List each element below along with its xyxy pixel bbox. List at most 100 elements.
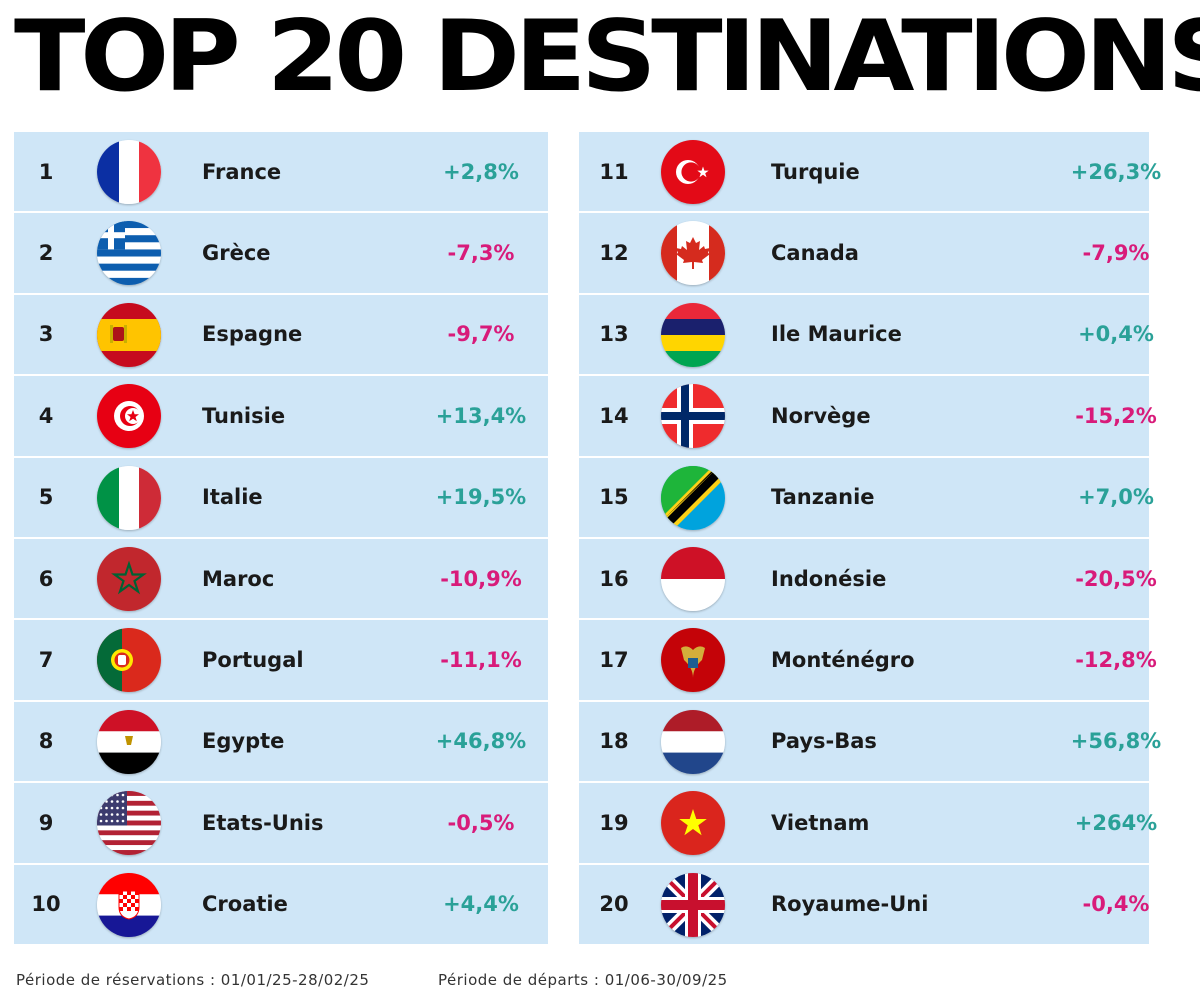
flag-croatia-icon <box>97 872 161 937</box>
rank-number: 7 <box>38 648 54 673</box>
change-value-espagne: -9,7% <box>447 322 515 347</box>
flag-tanzania-icon <box>661 465 725 530</box>
flag-montenegro-icon <box>661 628 725 693</box>
change-value-royaume-uni: -0,4% <box>1082 892 1150 917</box>
country-name-maroc: Maroc <box>202 566 275 591</box>
flag-usa-icon <box>97 791 161 856</box>
table-row: 12 Canada -7,9% <box>579 213 1149 295</box>
country-name-espagne: Espagne <box>202 322 303 347</box>
country-name-royaume-uni: Royaume-Uni <box>771 892 929 917</box>
change-value-france: +2,8% <box>443 159 519 184</box>
table-row: 1 France +2,8% <box>14 132 548 214</box>
change-value-etats-unis: -0,5% <box>447 810 515 835</box>
change-value-maroc: -10,9% <box>440 566 522 591</box>
table-row: 3 Espagne -9,7% <box>14 294 548 377</box>
flag-vietnam-icon <box>661 791 725 856</box>
flag-norway-icon <box>661 384 725 449</box>
change-value-ile-maurice: +0,4% <box>1078 322 1154 347</box>
rank-number: 6 <box>38 566 54 591</box>
table-row: 14 Norvège -15,2% <box>579 376 1157 458</box>
country-name-tunisie: Tunisie <box>202 403 286 428</box>
flag-turkey-icon <box>661 140 725 204</box>
change-value-turquie: +26,3% <box>1070 159 1162 184</box>
rank-number: 10 <box>31 892 61 917</box>
table-row: 15 Tanzanie +7,0% <box>579 457 1154 539</box>
table-row: 6 Maroc -10,9% <box>14 538 548 621</box>
table-row: 2 Grèce -7,3% <box>14 213 548 295</box>
table-row: 5 Italie +19,5% <box>14 457 548 539</box>
table-row: 9 Etats-Unis -0,5% <box>14 783 548 865</box>
rank-number: 3 <box>38 322 54 347</box>
rank-number: 13 <box>599 322 629 347</box>
rank-number: 11 <box>599 159 629 184</box>
flag-egypt-icon <box>97 709 161 774</box>
rank-number: 12 <box>599 241 629 266</box>
table-row: 8 Egypte +46,8% <box>14 701 548 784</box>
rank-number: 20 <box>599 892 629 917</box>
country-name-egypte: Egypte <box>202 729 285 754</box>
flag-italy-icon <box>97 465 161 530</box>
table-row: 13 Ile Maurice +0,4% <box>579 294 1154 377</box>
table-row: 19 Vietnam +264% <box>579 783 1157 865</box>
country-name-portugal: Portugal <box>202 648 304 673</box>
change-value-canada: -7,9% <box>1082 241 1150 266</box>
change-value-tanzanie: +7,0% <box>1078 485 1154 510</box>
rank-number: 4 <box>38 403 54 428</box>
country-name-france: France <box>202 159 282 184</box>
flag-canada-icon <box>661 221 725 286</box>
change-value-pays-bas: +56,8% <box>1070 729 1162 754</box>
change-value-vietnam: +264% <box>1074 810 1158 835</box>
flag-uk-icon <box>661 872 725 937</box>
table-row: 18 Pays-Bas +56,8% <box>579 701 1161 784</box>
change-value-grece: -7,3% <box>447 241 515 266</box>
country-name-canada: Canada <box>771 241 859 266</box>
flag-indonesia-icon <box>661 546 725 611</box>
flag-greece-icon <box>97 221 161 286</box>
flag-portugal-icon <box>97 628 161 693</box>
flag-tunisia-icon <box>97 384 161 449</box>
rank-number: 18 <box>599 729 629 754</box>
table-row: 11 Turquie +26,3% <box>579 132 1161 214</box>
flag-spain-icon <box>97 302 161 367</box>
change-value-croatie: +4,4% <box>443 892 519 917</box>
rank-number: 2 <box>38 241 54 266</box>
rank-number: 19 <box>599 810 629 835</box>
country-name-vietnam: Vietnam <box>771 810 870 835</box>
rank-number: 14 <box>599 403 629 428</box>
change-value-montenegro: -12,8% <box>1075 648 1157 673</box>
country-name-grece: Grèce <box>202 241 271 266</box>
country-name-etats-unis: Etats-Unis <box>202 810 324 835</box>
ranking-column-left: 1 France +2,8% 2 Grèce -7,3% 3 Espagne -9,7% 4 Tun… <box>14 132 548 946</box>
rank-number: 15 <box>599 485 629 510</box>
rank-number: 17 <box>599 648 629 673</box>
rank-number: 8 <box>38 729 54 754</box>
change-value-indonesie: -20,5% <box>1075 566 1157 591</box>
flag-mauritius-icon <box>661 302 725 367</box>
change-value-tunisie: +13,4% <box>435 403 527 428</box>
country-name-tanzanie: Tanzanie <box>771 485 875 510</box>
change-value-italie: +19,5% <box>435 485 527 510</box>
flag-morocco-icon <box>97 546 161 611</box>
rank-number: 5 <box>38 485 54 510</box>
table-row: 20 Royaume-Uni -0,4% <box>579 864 1149 946</box>
booking-period-note: Période de réservations : 01/01/25-28/02… <box>16 971 370 989</box>
country-name-italie: Italie <box>202 485 263 510</box>
country-name-indonesie: Indonésie <box>771 566 887 591</box>
country-name-pays-bas: Pays-Bas <box>771 729 877 754</box>
change-value-norvege: -15,2% <box>1075 403 1157 428</box>
country-name-norvege: Norvège <box>771 403 871 428</box>
change-value-portugal: -11,1% <box>440 648 522 673</box>
table-row: 10 Croatie +4,4% <box>14 864 548 946</box>
flag-netherlands-icon <box>661 709 725 774</box>
rank-number: 16 <box>599 566 629 591</box>
country-name-ile-maurice: Ile Maurice <box>771 322 902 347</box>
rank-number: 1 <box>38 159 54 184</box>
table-row: 17 Monténégro -12,8% <box>579 620 1157 702</box>
table-row: 7 Portugal -11,1% <box>14 620 548 702</box>
flag-france-icon <box>97 140 161 204</box>
table-row: 4 Tunisie +13,4% <box>14 376 548 458</box>
ranking-column-right: 11 Turquie +26,3% 12 Canada -7,9% 13 Ile Mauric… <box>579 132 1161 946</box>
country-name-turquie: Turquie <box>771 159 860 184</box>
departure-period-note: Période de départs : 01/06-30/09/25 <box>438 971 728 989</box>
country-name-croatie: Croatie <box>202 892 288 917</box>
